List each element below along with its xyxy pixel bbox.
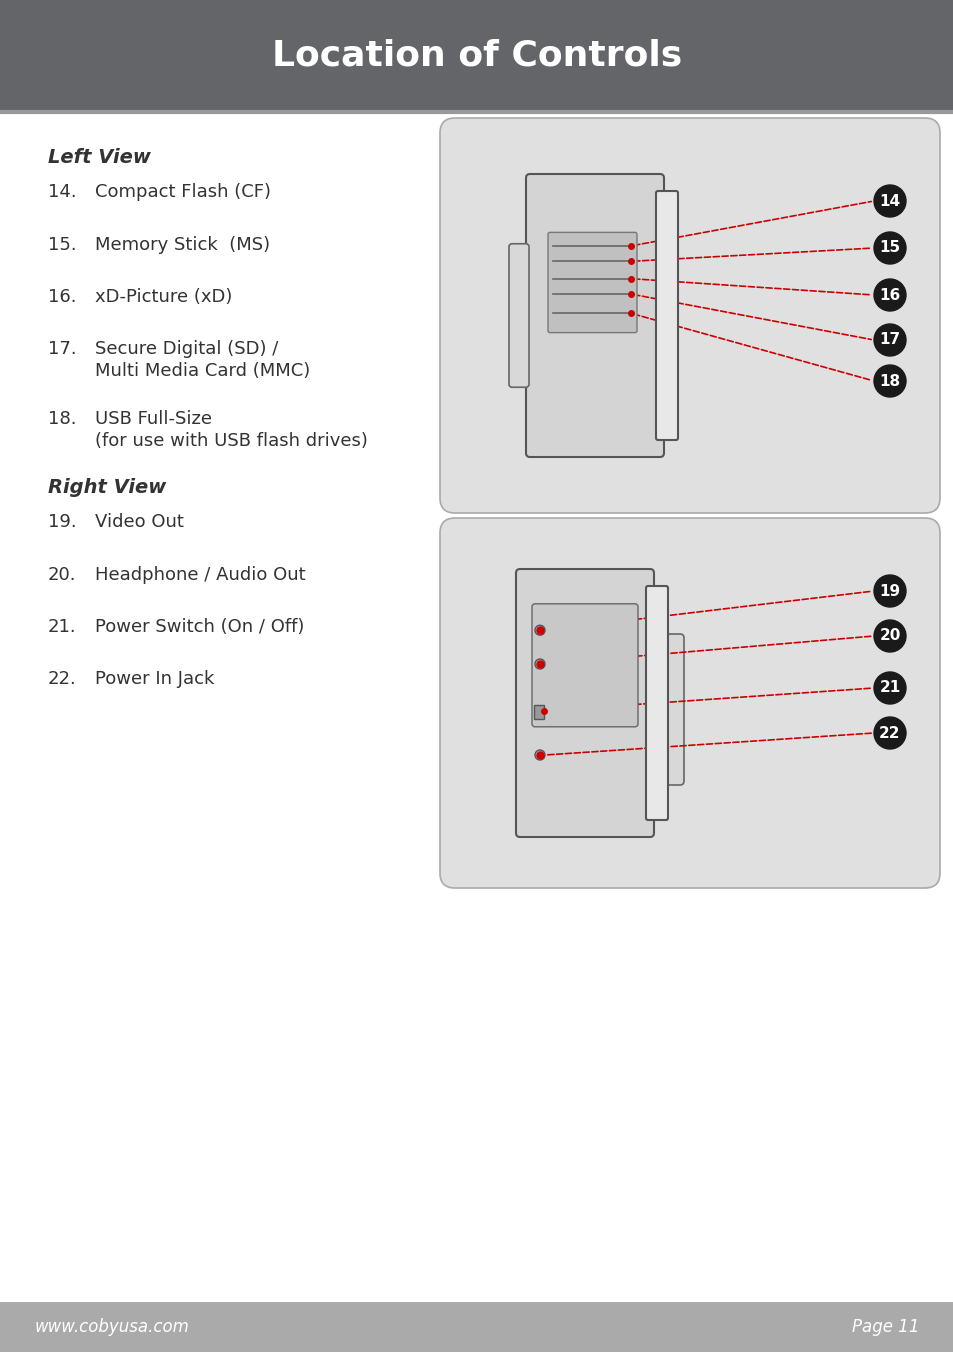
Text: (for use with USB flash drives): (for use with USB flash drives) [95, 433, 368, 450]
Circle shape [873, 621, 905, 652]
Text: 19.: 19. [48, 512, 76, 531]
Text: 22.: 22. [48, 671, 76, 688]
Text: 21.: 21. [48, 618, 76, 635]
Text: xD-Picture (xD): xD-Picture (xD) [95, 288, 233, 306]
FancyBboxPatch shape [509, 243, 529, 387]
Circle shape [873, 279, 905, 311]
Text: Power In Jack: Power In Jack [95, 671, 214, 688]
Text: www.cobyusa.com: www.cobyusa.com [35, 1318, 190, 1336]
Text: 17: 17 [879, 333, 900, 347]
Text: 22: 22 [879, 726, 900, 741]
Text: 18: 18 [879, 373, 900, 388]
FancyBboxPatch shape [656, 191, 678, 439]
Text: USB Full-Size: USB Full-Size [95, 410, 212, 429]
Text: Location of Controls: Location of Controls [272, 38, 681, 72]
Text: Video Out: Video Out [95, 512, 184, 531]
FancyBboxPatch shape [547, 233, 637, 333]
Text: 18.: 18. [48, 410, 76, 429]
Text: Right View: Right View [48, 479, 166, 498]
Text: 16.: 16. [48, 288, 76, 306]
FancyBboxPatch shape [439, 118, 939, 512]
Text: 20.: 20. [48, 566, 76, 584]
Circle shape [873, 575, 905, 607]
Text: 15.: 15. [48, 237, 76, 254]
FancyBboxPatch shape [439, 518, 939, 888]
Text: 17.: 17. [48, 339, 76, 358]
Circle shape [535, 658, 544, 669]
Text: 19: 19 [879, 584, 900, 599]
Circle shape [873, 365, 905, 397]
Circle shape [873, 185, 905, 218]
Text: Headphone / Audio Out: Headphone / Audio Out [95, 566, 305, 584]
Text: Secure Digital (SD) /: Secure Digital (SD) / [95, 339, 278, 358]
Text: 16: 16 [879, 288, 900, 303]
FancyBboxPatch shape [661, 634, 683, 786]
FancyBboxPatch shape [645, 585, 667, 821]
Text: Memory Stick  (MS): Memory Stick (MS) [95, 237, 270, 254]
Bar [0, 1302, 953, 1352]
FancyBboxPatch shape [525, 174, 663, 457]
Text: 14: 14 [879, 193, 900, 208]
Text: Compact Flash (CF): Compact Flash (CF) [95, 183, 271, 201]
Circle shape [873, 717, 905, 749]
Circle shape [873, 672, 905, 704]
Bar [534, 704, 543, 719]
Text: 14.: 14. [48, 183, 76, 201]
Text: 15: 15 [879, 241, 900, 256]
Circle shape [535, 625, 544, 635]
Bar [0, 0, 953, 110]
Text: Multi Media Card (MMC): Multi Media Card (MMC) [95, 362, 310, 380]
Text: Left View: Left View [48, 147, 151, 168]
Circle shape [873, 324, 905, 356]
FancyBboxPatch shape [516, 569, 654, 837]
Circle shape [535, 750, 544, 760]
Text: Power Switch (On / Off): Power Switch (On / Off) [95, 618, 304, 635]
Text: 20: 20 [879, 629, 900, 644]
Text: 21: 21 [879, 680, 900, 695]
Text: Page 11: Page 11 [852, 1318, 919, 1336]
Circle shape [873, 233, 905, 264]
FancyBboxPatch shape [532, 604, 638, 727]
